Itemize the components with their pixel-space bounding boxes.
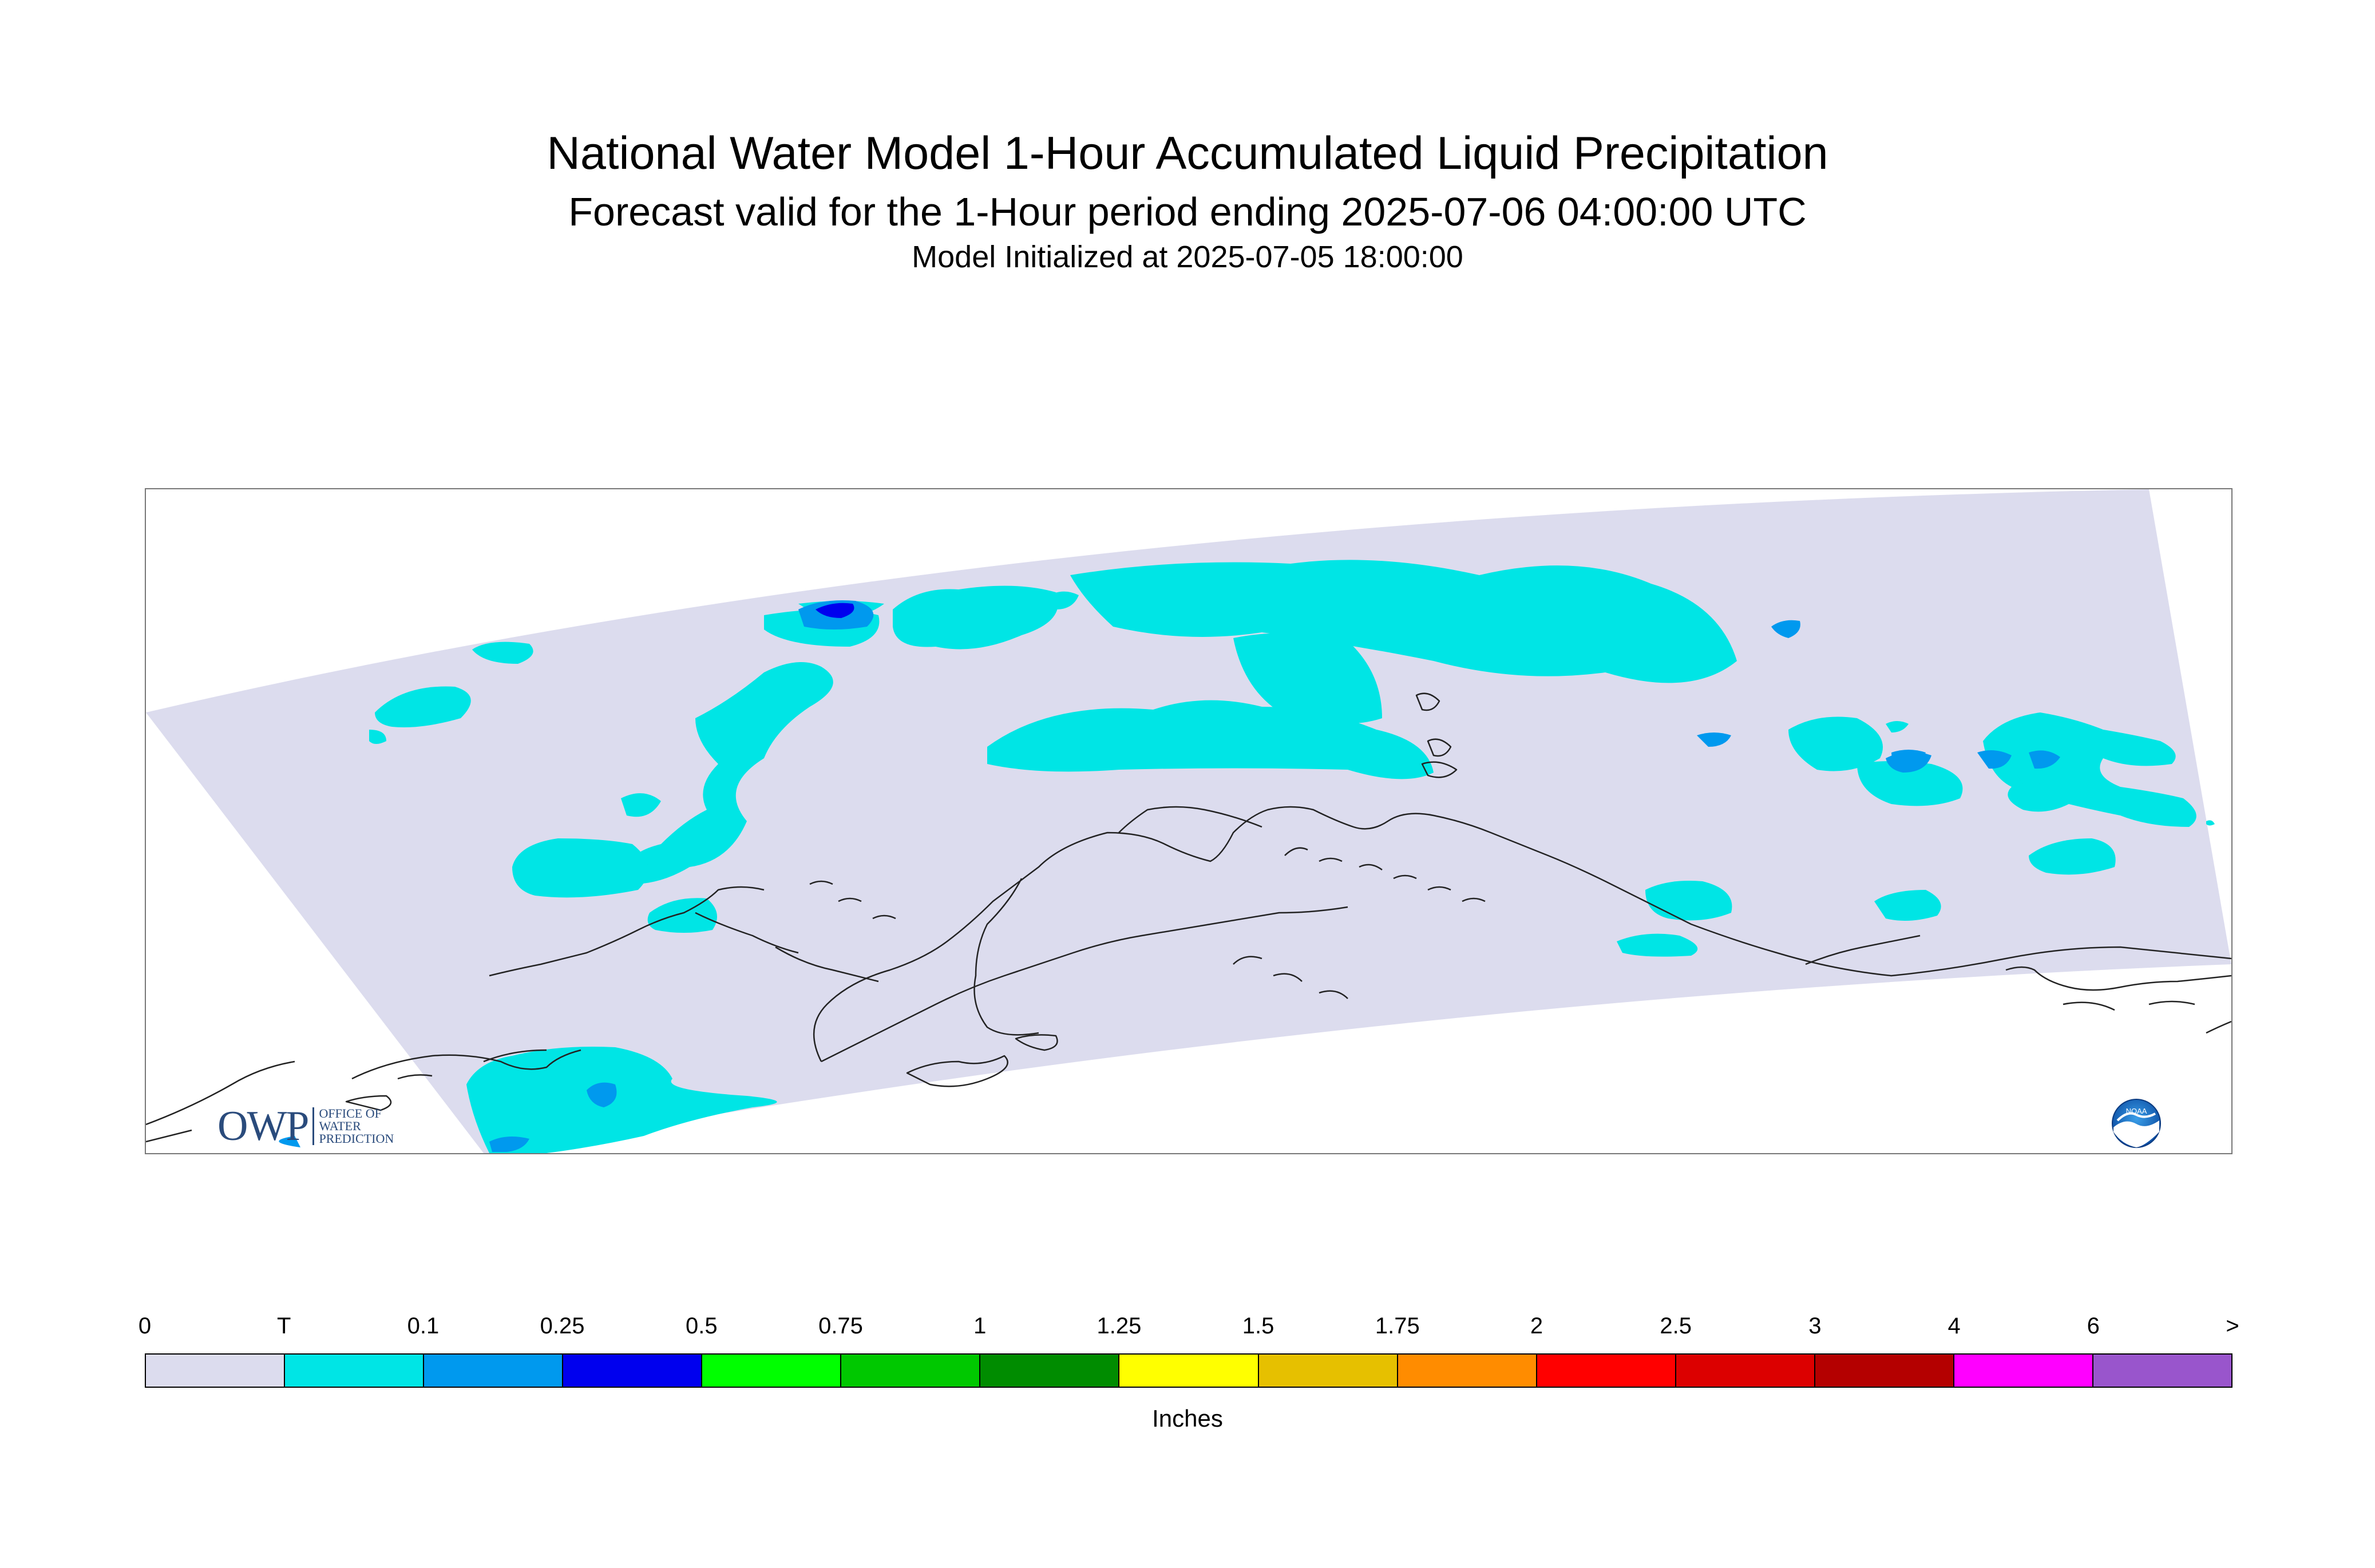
owp-line3: PREDICTION [319,1131,394,1146]
legend-tick-label: T [276,1313,291,1339]
legend-swatch [980,1355,1120,1387]
legend-swatch [1815,1355,1954,1387]
legend-swatch [1954,1355,2093,1387]
legend-tick-label: 0 [138,1313,152,1339]
noaa-logo-text: NOAA [2126,1107,2147,1115]
map-panel [145,488,2232,1154]
noaa-logo-icon: NOAA [2112,1099,2161,1148]
owp-mark: OWP [217,1103,309,1150]
legend-tick-label: 3 [1808,1313,1822,1339]
precip-moderate-areas [816,603,854,618]
legend-swatch [563,1355,703,1387]
legend-swatch [702,1355,842,1387]
precip-trace-areas [369,560,2215,1153]
legend-swatch [424,1355,564,1387]
legend-tick-label: 1.75 [1375,1313,1420,1339]
legend-tick-label: 0.75 [818,1313,863,1339]
owp-logo: OWP OFFICE OF WATER PREDICTION [217,1103,394,1149]
legend-swatch [146,1355,286,1387]
precipitation-map [146,489,2231,1153]
owp-line2: WATER [319,1119,361,1133]
legend-tick-label: > [2226,1313,2239,1339]
legend-tick-label: 0.5 [685,1313,718,1339]
legend-tick-label: 6 [2087,1313,2100,1339]
legend-swatch [1398,1355,1537,1387]
legend-tick-label: 2 [1530,1313,1543,1339]
map-title: National Water Model 1-Hour Accumulated … [547,128,1828,179]
legend-tick-label: 0.1 [407,1313,440,1339]
legend-swatch [1258,1355,1398,1387]
legend-tick-label: 1 [973,1313,987,1339]
coastlines [146,692,2231,1143]
map-subtitle: Forecast valid for the 1-Hour period end… [568,189,1807,234]
owp-line1: OFFICE OF [319,1106,382,1120]
legend-tick-labels: 0 T 0.1 0.25 0.5 0.75 1 1.25 1.5 1.75 2 2.5 3 4 6 > [0,1313,2375,1348]
legend-tick-label: 1.25 [1097,1313,1142,1339]
legend-swatch [1119,1355,1259,1387]
legend-units-label: Inches [1152,1405,1223,1432]
legend-tick-label: 1.5 [1242,1313,1274,1339]
legend-tick-label: 2.5 [1660,1313,1692,1339]
legend-swatch [1537,1355,1676,1387]
legend-tick-label: 4 [1948,1313,1961,1339]
owp-text: OFFICE OF WATER PREDICTION [312,1107,394,1145]
model-init-text: Model Initialized at 2025-07-05 18:00:00 [912,240,1463,274]
legend-swatch [1676,1355,1815,1387]
legend-color-bar [145,1353,2232,1388]
legend-tick-label: 0.25 [540,1313,585,1339]
legend-swatch [841,1355,981,1387]
legend-swatch [2093,1355,2231,1387]
legend-swatch [285,1355,425,1387]
